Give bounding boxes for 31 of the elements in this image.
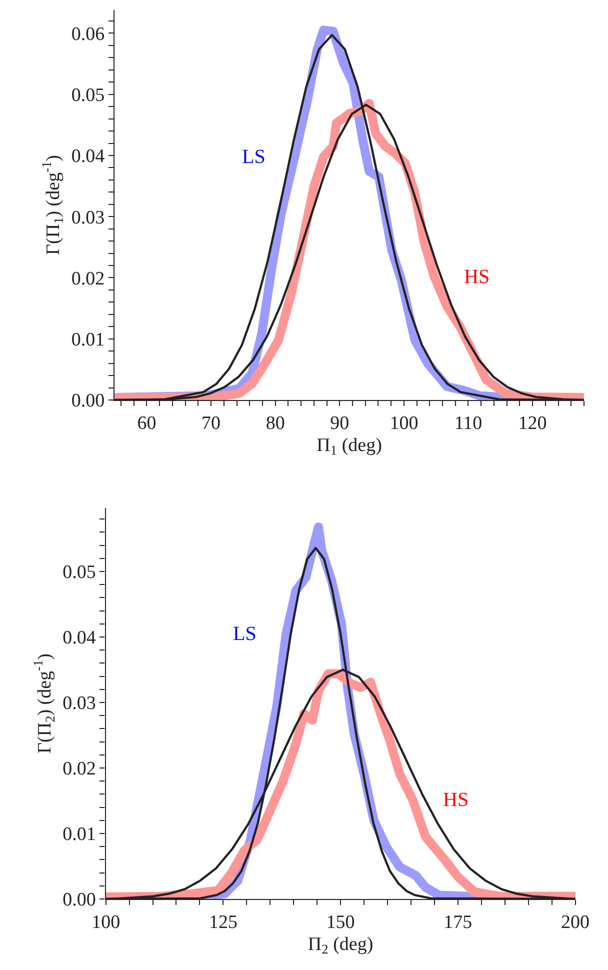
y-tick-label: 0.02 [62, 758, 96, 780]
x-tick-label: 60 [137, 412, 156, 434]
y-tick-label: 0.01 [71, 330, 105, 351]
y-tick-label: 0.03 [71, 207, 105, 228]
y-tick-label: 0.00 [71, 390, 105, 412]
series-label: HS [464, 266, 490, 288]
x-axis-title: Π$_{2}$ (deg) [308, 934, 374, 957]
y-tick-label: 0.04 [71, 146, 106, 168]
x-tick-label: 90 [330, 412, 350, 434]
y-tick-label: 0.06 [71, 24, 105, 45]
y-tick-label: 0.02 [71, 268, 105, 290]
x-tick-label: 110 [454, 412, 482, 434]
x-tick-label: 100 [390, 412, 418, 434]
x-tick-label: 80 [266, 412, 285, 434]
y-tick-label: 0.05 [62, 562, 96, 584]
x-tick-label: 125 [208, 912, 238, 933]
x-tick-label: 175 [444, 912, 472, 933]
series-label: HS [443, 789, 469, 811]
series-label: LS [233, 623, 256, 645]
x-tick-label: 150 [326, 912, 355, 933]
y-tick-label: 0.01 [62, 824, 96, 846]
x-tick-label: 200 [561, 912, 590, 933]
series-label: LS [242, 146, 266, 168]
y-tick-label: 0.03 [62, 693, 96, 714]
x-tick-label: 100 [92, 912, 120, 933]
y-tick-label: 0.00 [62, 890, 96, 911]
y-tick-label: 0.04 [62, 628, 96, 649]
y-tick-label: 0.05 [71, 85, 105, 106]
x-tick-label: 70 [202, 412, 221, 434]
x-axis-title: Π$_{1}$ (deg) [316, 434, 382, 458]
x-tick-label: 120 [518, 412, 547, 434]
